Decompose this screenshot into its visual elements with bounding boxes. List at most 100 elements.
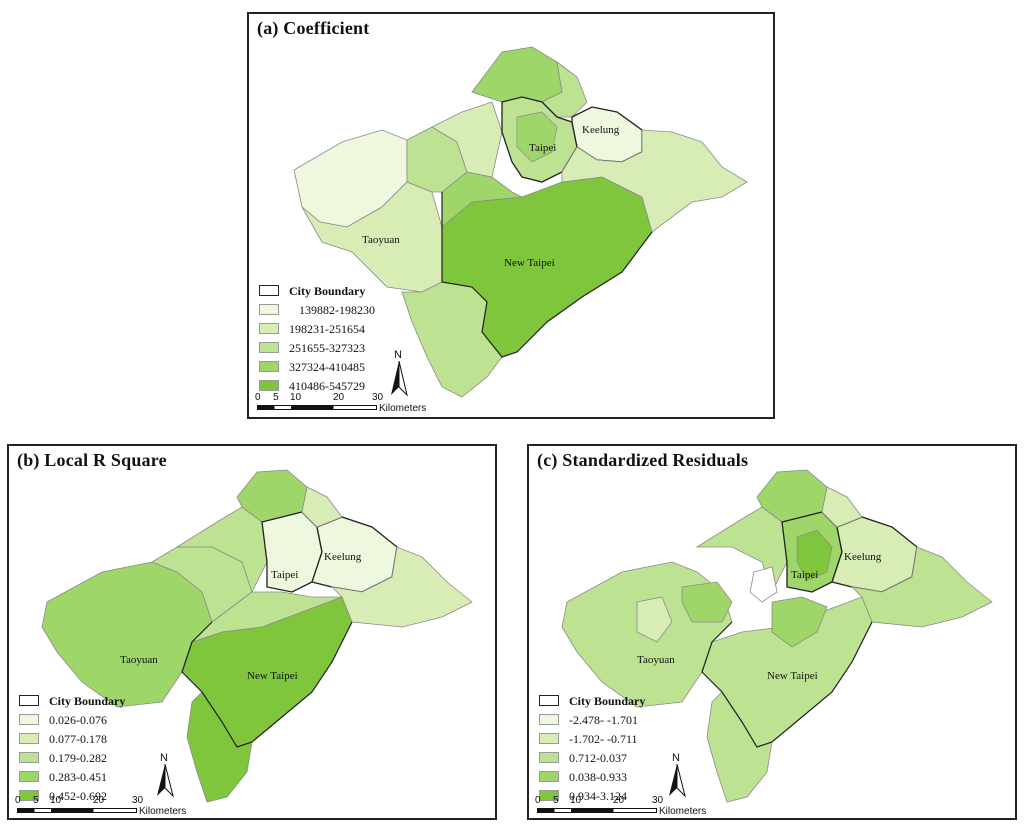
legend-label: 0.712-0.037 (569, 751, 627, 765)
label-newtaipei: New Taipei (767, 670, 818, 682)
legend-swatch (259, 304, 279, 315)
city-boundary-outline (701, 621, 873, 748)
region-east (330, 546, 473, 628)
panel-title: (b) Local R Square (17, 450, 167, 470)
legend-boundary-label: City Boundary (289, 284, 366, 298)
panel-local-r-square: (b) Local R Square Taipei Keelung Taoyua… (7, 444, 497, 820)
scale-tick: 20 (613, 795, 625, 806)
scale-tick: 5 (553, 795, 559, 806)
legend-swatch (259, 285, 279, 296)
legend-swatch (19, 771, 39, 782)
label-taoyuan: Taoyuan (637, 654, 675, 666)
region-taoyuan-dark (681, 581, 733, 623)
region-northeast (301, 486, 343, 528)
north-arrow-icon (391, 361, 408, 397)
north-label: N (672, 752, 680, 764)
legend-swatch (259, 342, 279, 353)
city-boundary-outline (441, 192, 653, 358)
region-north-tip (471, 46, 563, 103)
scale-tick: 20 (333, 392, 345, 403)
region-taipei-inner (796, 529, 833, 581)
legend-label: 0.179-0.282 (49, 751, 107, 765)
label-keelung: Keelung (324, 551, 362, 563)
scale-unit: Kilometers (139, 806, 187, 817)
label-keelung: Keelung (844, 551, 882, 563)
scale-unit: Kilometers (659, 806, 707, 817)
legend-swatch (19, 752, 39, 763)
region-blank (749, 566, 778, 603)
scale-bar: 0 5 10 20 30 Kilometers (535, 795, 735, 817)
region-taoyuan-light (636, 596, 673, 643)
panel-standardized-residuals: (c) Standardized Residuals Taipei Keelun… (527, 444, 1017, 820)
legend-swatch (19, 695, 39, 706)
region-taoyuan (41, 561, 213, 708)
label-taipei: Taipei (529, 142, 557, 154)
legend-swatch (19, 733, 39, 744)
north-label: N (394, 349, 402, 361)
map-standardized-residuals (561, 469, 993, 803)
label-taipei: Taipei (271, 569, 299, 581)
legend-label: 410486-545729 (289, 379, 365, 393)
legend-label: 251655-327323 (289, 341, 365, 355)
legend-swatch (259, 361, 279, 372)
scale-tick: 30 (652, 795, 664, 806)
label-taoyuan: Taoyuan (362, 234, 400, 246)
legend-swatch (539, 714, 559, 725)
scale-tick: 10 (570, 795, 582, 806)
scale-tick: 10 (50, 795, 62, 806)
region-central (771, 596, 828, 648)
city-boundary-outline (181, 621, 353, 748)
scale-tick: 30 (132, 795, 144, 806)
legend-label: 198231-251654 (289, 322, 365, 336)
north-arrow: N (155, 752, 175, 800)
scale-bar-graphic (257, 405, 377, 410)
scale-unit: Kilometers (379, 403, 427, 414)
legend-label: 0.026-0.076 (49, 713, 107, 727)
map-coefficient (293, 46, 748, 398)
north-label: N (160, 752, 168, 764)
scale-bar-graphic (17, 808, 137, 813)
region-taipei-inner (516, 111, 558, 163)
legend-boundary-label: City Boundary (49, 694, 126, 708)
legend-boundary-label: City Boundary (569, 694, 646, 708)
scale-bar: 0 5 10 20 30 Kilometers (15, 795, 215, 817)
legend-swatch (19, 790, 39, 801)
panel-title: (a) Coefficient (257, 18, 370, 38)
region-northeast (821, 486, 863, 528)
legend-swatch (539, 771, 559, 782)
legend-label: 0.077-0.178 (49, 732, 107, 746)
legend-swatch (539, 790, 559, 801)
scale-tick: 5 (273, 392, 279, 403)
region-newtaipei-northwest (431, 101, 503, 178)
region-east (850, 546, 993, 628)
legend-label: 0.452-0.692 (49, 789, 107, 803)
north-arrow: N (389, 349, 409, 397)
map-local-r-square (41, 469, 473, 803)
legend-label: -1.702- -0.711 (569, 732, 638, 746)
legend-swatch (539, 695, 559, 706)
legend-label: 0.283-0.451 (49, 770, 107, 784)
legend-label: 139882-198230 (299, 303, 375, 317)
scale-tick: 20 (93, 795, 105, 806)
legend-swatch (259, 380, 279, 391)
scale-bar-graphic (537, 808, 657, 813)
legend-label: -2.478- -1.701 (569, 713, 638, 727)
north-arrow-icon (669, 764, 686, 798)
label-newtaipei: New Taipei (504, 257, 555, 269)
legend-label: 0.038-0.933 (569, 770, 627, 784)
north-arrow: N (667, 752, 687, 800)
scale-tick: 10 (290, 392, 302, 403)
scale-tick: 5 (33, 795, 39, 806)
legend-label: 327324-410485 (289, 360, 365, 374)
label-newtaipei: New Taipei (247, 670, 298, 682)
region-north-east (541, 61, 588, 118)
scale-tick: 0 (15, 795, 21, 806)
legend-swatch (259, 323, 279, 334)
panel-title: (c) Standardized Residuals (537, 450, 749, 470)
region-east (561, 129, 748, 233)
scale-tick: 0 (255, 392, 261, 403)
panel-coefficient: (a) Coefficient Taipei Keelung Taoyuan N… (247, 12, 775, 419)
legend-label: 0.934-3.124 (569, 789, 627, 803)
scale-tick: 0 (535, 795, 541, 806)
scale-bar: 0 5 10 20 30 Kilometers (255, 392, 455, 414)
